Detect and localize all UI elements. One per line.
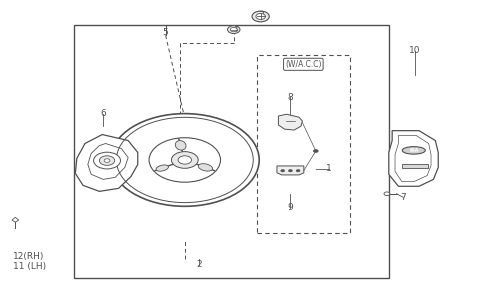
Circle shape: [296, 170, 300, 172]
Ellipse shape: [175, 141, 186, 150]
Circle shape: [252, 11, 269, 22]
Circle shape: [99, 156, 115, 165]
Circle shape: [178, 156, 192, 164]
Ellipse shape: [156, 165, 168, 171]
Text: 1: 1: [326, 164, 332, 173]
Text: 2: 2: [196, 260, 202, 269]
Text: 5: 5: [163, 28, 168, 37]
Bar: [74, 25, 389, 278]
Text: 3: 3: [259, 11, 264, 20]
Bar: [402, 164, 428, 168]
Text: 9: 9: [288, 203, 293, 212]
Polygon shape: [75, 135, 138, 191]
Ellipse shape: [402, 147, 425, 154]
Text: 10: 10: [409, 46, 421, 55]
Polygon shape: [278, 114, 302, 130]
Circle shape: [281, 170, 285, 172]
Text: 6: 6: [100, 109, 106, 118]
Bar: [257, 55, 350, 233]
Circle shape: [384, 192, 390, 196]
Circle shape: [171, 152, 198, 168]
Polygon shape: [277, 166, 304, 175]
Polygon shape: [12, 217, 19, 222]
Circle shape: [230, 28, 237, 32]
Text: KIA: KIA: [409, 148, 419, 153]
Circle shape: [313, 150, 318, 152]
Text: (W/A.C.C): (W/A.C.C): [285, 60, 322, 69]
Circle shape: [256, 13, 265, 19]
Circle shape: [104, 159, 110, 162]
Circle shape: [288, 170, 292, 172]
Circle shape: [94, 152, 120, 169]
Text: 8: 8: [288, 93, 293, 102]
Circle shape: [110, 114, 259, 206]
Text: 7: 7: [400, 193, 406, 202]
Polygon shape: [389, 131, 438, 186]
Text: 12(RH)
11 (LH): 12(RH) 11 (LH): [13, 252, 47, 271]
Circle shape: [149, 138, 220, 182]
Ellipse shape: [198, 164, 213, 171]
Text: 4: 4: [232, 25, 238, 34]
Circle shape: [228, 26, 240, 33]
